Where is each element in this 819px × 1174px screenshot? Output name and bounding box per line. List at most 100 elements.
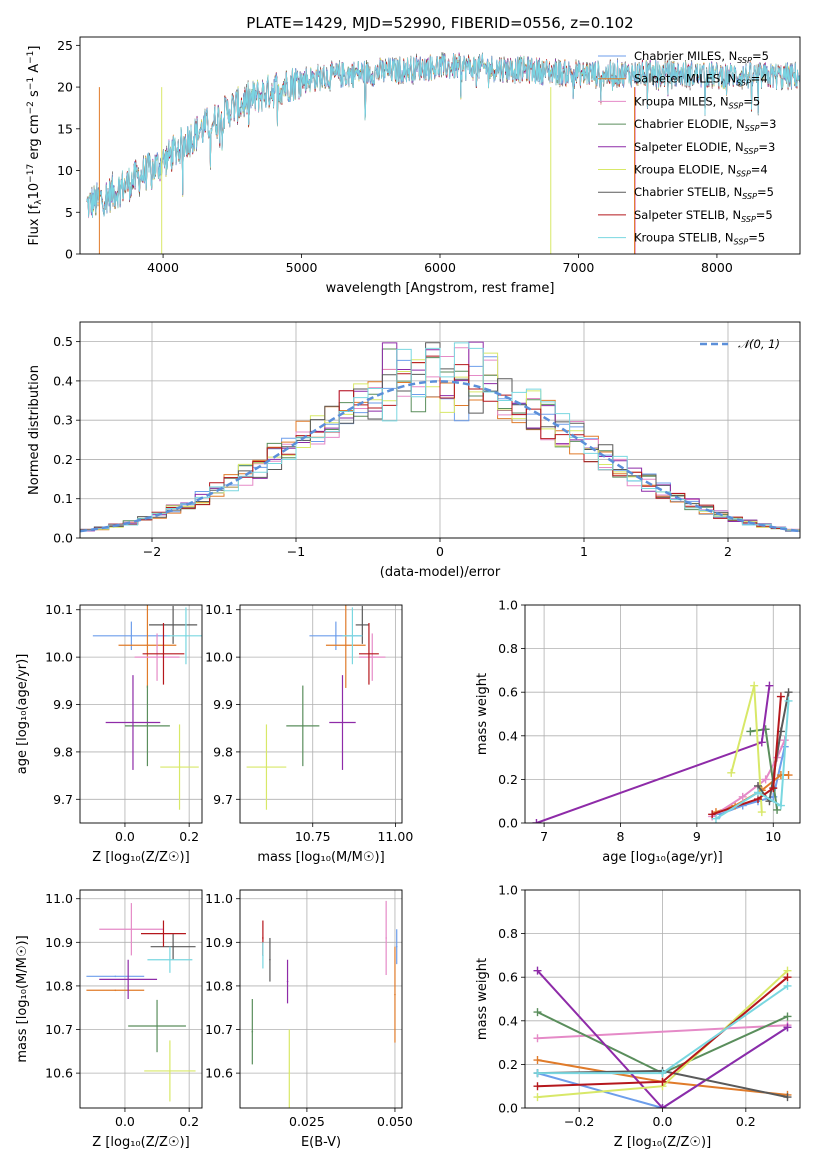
x-tick-label: 6000 xyxy=(424,260,456,275)
x-axis-label: Z [log₁₀(Z/Z☉)] xyxy=(92,1135,189,1150)
y-axis-label-part: 10 xyxy=(27,183,42,200)
axes-frame xyxy=(79,604,203,824)
data-point xyxy=(361,624,364,626)
weight-marker xyxy=(532,819,541,823)
legend-label: Chabrier MILES, NSSP=5 xyxy=(634,49,769,65)
y-tick-label: 25 xyxy=(57,38,73,53)
legend-sub: SSP xyxy=(734,238,749,247)
x-tick-label: −2 xyxy=(143,544,161,559)
x-tick-label: 7 xyxy=(540,829,548,844)
y-tick-label: 10.1 xyxy=(45,602,73,617)
data-point xyxy=(146,644,149,647)
x-axis-label: mass [log₁₀(M/M☉)] xyxy=(257,850,384,865)
y-tick-label: 20 xyxy=(57,80,73,95)
x-tick-label: 10 xyxy=(765,829,781,844)
data-point xyxy=(286,980,289,983)
weight-marker xyxy=(783,973,792,982)
x-tick-label: 10.75 xyxy=(295,829,331,844)
y-tick-label: 0.4 xyxy=(498,728,518,743)
x-tick-label: −1 xyxy=(287,544,305,559)
legend-label: Salpeter MILES, NSSP=4 xyxy=(634,72,768,88)
data-point xyxy=(162,653,165,655)
legend-sub: SSP xyxy=(744,147,759,156)
y-tick-label: 0.4 xyxy=(53,373,73,388)
data-point xyxy=(371,656,374,658)
weight-marker xyxy=(776,692,785,701)
y-tick-label: 10.0 xyxy=(205,650,233,665)
y-axis-label-part: −1 xyxy=(26,51,36,64)
legend-label: Chabrier ELODIE, NSSP=3 xyxy=(634,117,776,133)
weight-marker xyxy=(533,1093,542,1102)
data-point xyxy=(146,725,149,727)
y-axis-label-part: Flux [f xyxy=(27,204,42,245)
x-tick-label: 7000 xyxy=(563,260,595,275)
legend-label: Kroupa MILES, NSSP=5 xyxy=(634,94,760,110)
axes-frame xyxy=(524,604,801,824)
legend-name: Salpeter ELODIE, N xyxy=(634,140,744,154)
data-point xyxy=(262,954,264,957)
x-tick-label: 0.2 xyxy=(736,1114,756,1129)
weight-marker xyxy=(533,1056,542,1065)
plot-area xyxy=(92,605,202,810)
normal-curve xyxy=(80,380,800,533)
weight-marker xyxy=(658,1069,667,1078)
data-point xyxy=(185,635,187,637)
y-tick-label: 0.1 xyxy=(53,491,73,506)
x-tick-label: 0.2 xyxy=(179,1114,199,1129)
y-tick-label: 0.6 xyxy=(498,970,518,985)
weight-marker xyxy=(769,784,778,793)
axes-frame xyxy=(79,321,801,539)
y-tick-label: 0.2 xyxy=(498,1057,518,1072)
y-tick-label: 10.9 xyxy=(205,935,233,950)
y-tick-label: 10.9 xyxy=(45,935,73,950)
panel-residual-hist: −2 −1 0 1 2 0.0 0.1 0.2 0.3 0.4 0.5 (data-model)/er… xyxy=(27,321,801,580)
legend-sub: SSP xyxy=(736,79,751,88)
data-point xyxy=(156,656,158,658)
data-point xyxy=(265,766,268,768)
y-axis-label: mass weight xyxy=(475,958,490,1040)
y-tick-label: 10.0 xyxy=(45,650,73,665)
data-point xyxy=(130,635,133,637)
y-tick-label: 10.8 xyxy=(205,978,233,993)
data-point xyxy=(341,721,344,724)
x-axis-label: age [log₁₀(age/yr)] xyxy=(602,850,723,865)
weight-marker xyxy=(757,808,766,817)
plot-area xyxy=(532,681,793,823)
x-axis-label: Z [log₁₀(Z/Z☉)] xyxy=(92,850,189,865)
data-point xyxy=(394,993,396,996)
x-axis-label: (data-model)/error xyxy=(380,565,501,580)
panel-age-vs-mass: 10.75 11.00 9.7 9.8 9.9 10.0 10.1 mass [log₁₀(M… xyxy=(205,602,413,865)
x-tick-label: 8 xyxy=(617,829,625,844)
x-tick-label: 11.00 xyxy=(377,829,413,844)
legend-label: 𝒩(0, 1) xyxy=(738,337,780,351)
x-tick-label: 8000 xyxy=(701,260,733,275)
weight-marker xyxy=(783,1023,792,1032)
data-point xyxy=(262,937,264,939)
data-point xyxy=(351,635,354,637)
y-tick-label: 9.7 xyxy=(53,792,73,807)
weight-marker xyxy=(658,1077,667,1086)
panel-mass-vs-ebv: 0.025 0.050 10.6 10.7 10.8 10.9 11.0 E(B-V) xyxy=(205,889,413,1150)
legend-sub: SSP xyxy=(737,56,752,65)
legend-count: =3 xyxy=(760,117,777,131)
axes-frame xyxy=(239,889,403,1109)
weight-marker xyxy=(533,1069,542,1078)
y-tick-label: 10 xyxy=(57,163,73,178)
y-axis-label-part: ] xyxy=(27,46,42,51)
data-point xyxy=(114,989,117,992)
legend-sub: SSP xyxy=(736,170,751,179)
figure-title: PLATE=1429, MJD=52990, FIBERID=0556, z=0… xyxy=(246,14,633,32)
x-tick-label: 1 xyxy=(580,544,588,559)
y-axis-label: mass weight xyxy=(475,673,490,755)
legend-label: Kroupa STELIB, NSSP=5 xyxy=(634,231,765,247)
legend-name: Kroupa ELODIE, N xyxy=(634,163,736,177)
axes-frame xyxy=(79,889,203,1109)
y-tick-label: 9.7 xyxy=(213,792,233,807)
axes-frame xyxy=(79,36,801,255)
legend-count: =5 xyxy=(752,49,769,63)
weight-marker xyxy=(784,696,793,705)
data-point xyxy=(114,975,117,978)
legend-count: =5 xyxy=(756,208,773,222)
legend-name: Chabrier MILES, N xyxy=(634,49,737,63)
